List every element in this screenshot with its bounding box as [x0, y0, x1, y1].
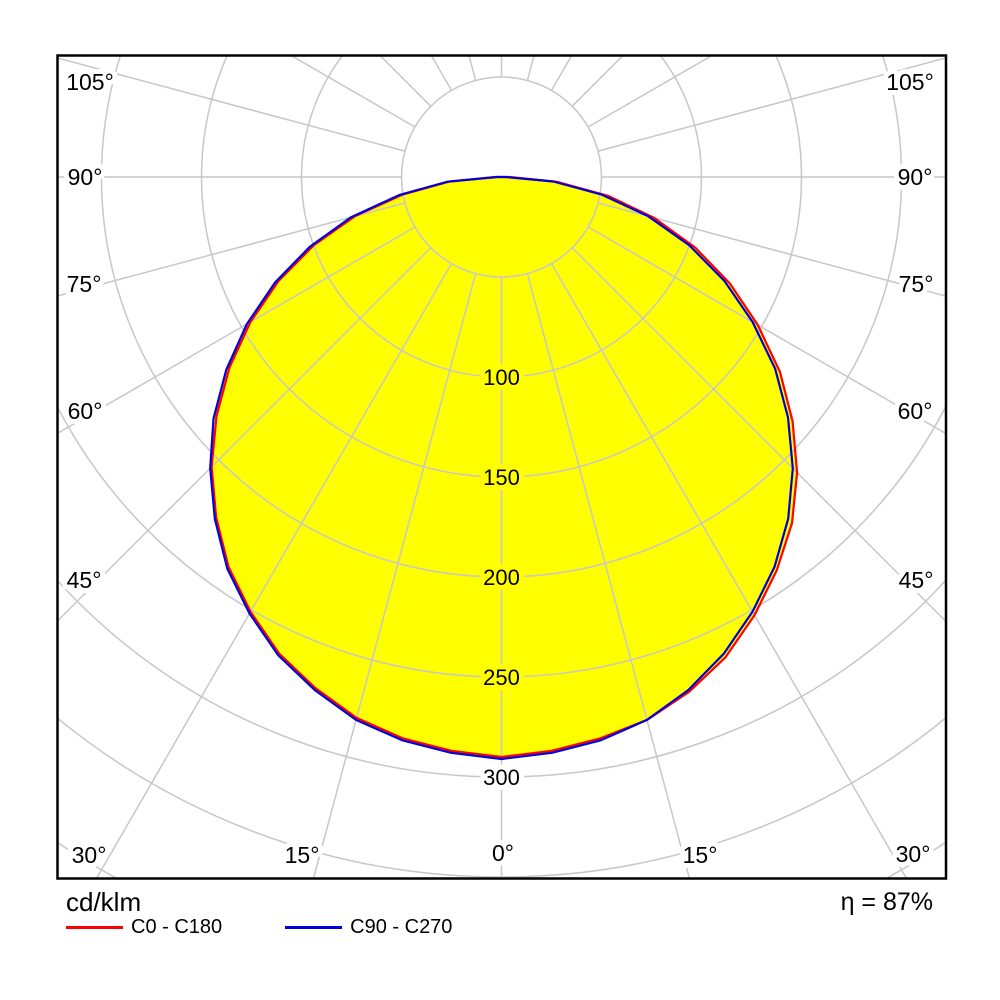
angle-label-13: 90°: [898, 164, 933, 190]
radius-label-100: 100: [483, 365, 520, 390]
angle-label-14: 105°: [886, 69, 934, 95]
c90-series-label: C90 - C270: [350, 915, 453, 938]
angle-gridline-195: [468, 55, 477, 81]
angle-gridline-315: [57, 247, 432, 623]
curve-c90-c270: [209, 175, 794, 761]
radius-label-200: 200: [483, 565, 520, 590]
angle-gridline-225: [378, 55, 432, 107]
angle-label-12: 75°: [899, 271, 934, 297]
radius-labels: 100 150 200 250 300: [478, 360, 525, 795]
angle-gridline-15: [526, 273, 691, 879]
angle-gridline-105: [597, 57, 946, 152]
plot-border: [56, 54, 948, 880]
angle-gridline-240: [289, 55, 416, 128]
angle-gridline-255: [57, 57, 406, 152]
angle-label-11: 60°: [898, 398, 933, 424]
angle-label-3: 60°: [68, 398, 103, 424]
angle-gridline-75: [597, 202, 946, 297]
angle-gridline-60: [587, 226, 946, 435]
unit-label: cd/klm: [66, 887, 142, 917]
curve-c0-c180: [210, 175, 799, 759]
angle-label-6: 15°: [285, 842, 320, 868]
angle-gridline-300: [57, 226, 416, 435]
c90-series-swatch: [285, 925, 343, 929]
angle-gridline-135: [571, 55, 625, 107]
angle-labels: 105° 90° 75° 60° 45° 30° 15° 0° 15° 30° 45° 60° 75° 9…: [61, 64, 939, 873]
radius-label-250: 250: [483, 665, 520, 690]
radius-label-150: 150: [483, 465, 520, 490]
angle-label-7: 0°: [492, 840, 514, 866]
angle-gridline-165: [526, 55, 535, 81]
angle-label-10: 45°: [899, 567, 934, 593]
efficiency-label: η = 87%: [840, 888, 933, 916]
angle-label-8: 15°: [683, 842, 718, 868]
radius-label-300: 300: [483, 765, 520, 790]
angle-gridline-330: [95, 263, 453, 879]
legend: C0 - C180 C90 - C270: [66, 916, 452, 938]
angle-label-9: 30°: [896, 841, 931, 867]
angle-gridline-345: [312, 273, 477, 879]
angle-label-5: 30°: [72, 842, 107, 868]
angle-gridline-30: [550, 263, 908, 879]
angle-label-0: 105°: [66, 69, 114, 95]
angle-gridline-120: [587, 55, 714, 128]
angle-gridline-45: [571, 247, 946, 623]
angle-gridline-285: [57, 202, 406, 297]
c0-series-label: C0 - C180: [131, 915, 223, 938]
c0-series-swatch: [66, 925, 123, 929]
angle-label-2: 75°: [67, 271, 102, 297]
angle-label-1: 90°: [68, 164, 103, 190]
angle-label-4: 45°: [67, 567, 102, 593]
